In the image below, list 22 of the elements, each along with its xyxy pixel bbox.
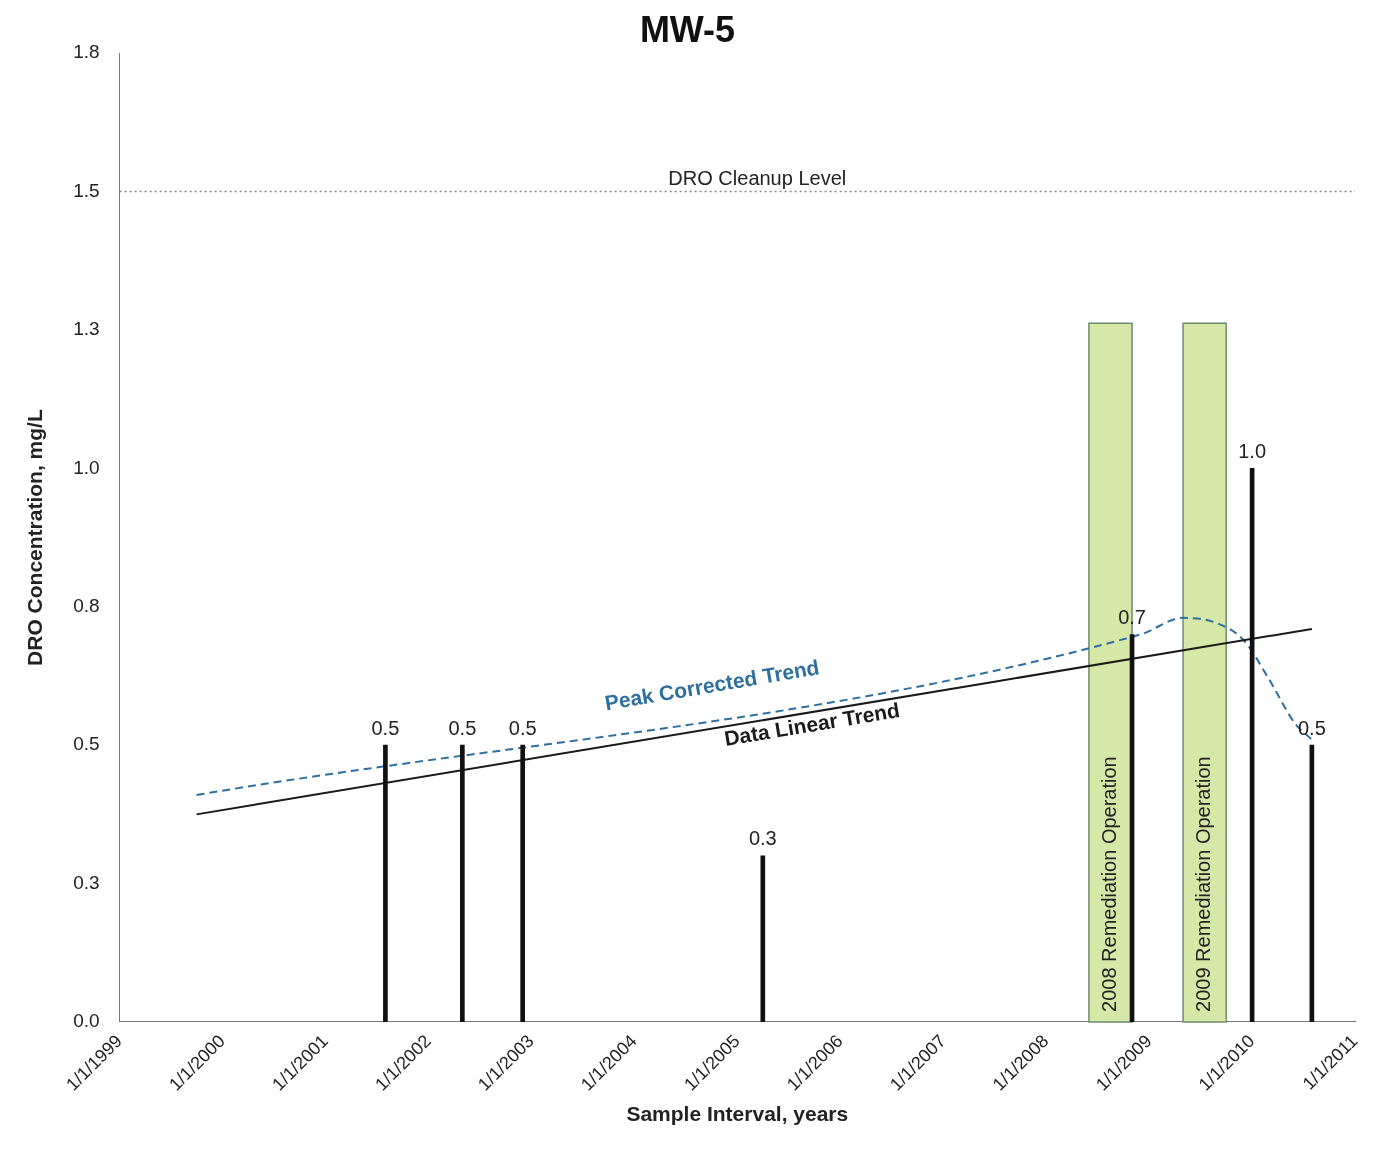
band-label: 2008 Remediation Operation [1098, 756, 1120, 1012]
data-label: 0.5 [371, 716, 400, 739]
data-label: 0.5 [1297, 716, 1326, 739]
y-tick-label: 1.3 [73, 318, 100, 340]
bar [760, 855, 766, 1022]
band-label: 2009 Remediation Operation [1192, 756, 1215, 1012]
data-label: 0.3 [748, 827, 777, 850]
y-tick-label: 1.0 [73, 456, 100, 478]
y-tick-label: 0.3 [73, 871, 100, 893]
data-label: 0.5 [448, 716, 477, 739]
chart-title: MW-5 [639, 8, 736, 50]
y-tick-label: 1.8 [73, 41, 100, 63]
data-label: 1.0 [1238, 439, 1267, 462]
ref-line-label: DRO Cleanup Level [668, 167, 847, 190]
data-label: 0.7 [1118, 605, 1146, 628]
y-axis-title: DRO Concentration, mg/L [23, 409, 47, 666]
y-tick-label: 0.8 [73, 595, 100, 617]
y-tick-label: 0.0 [73, 1010, 100, 1032]
x-axis-title: Sample Interval, years [626, 1102, 849, 1126]
data-label: 0.5 [508, 716, 537, 739]
y-tick-label: 0.5 [73, 733, 100, 755]
y-tick-label: 1.5 [73, 179, 100, 201]
